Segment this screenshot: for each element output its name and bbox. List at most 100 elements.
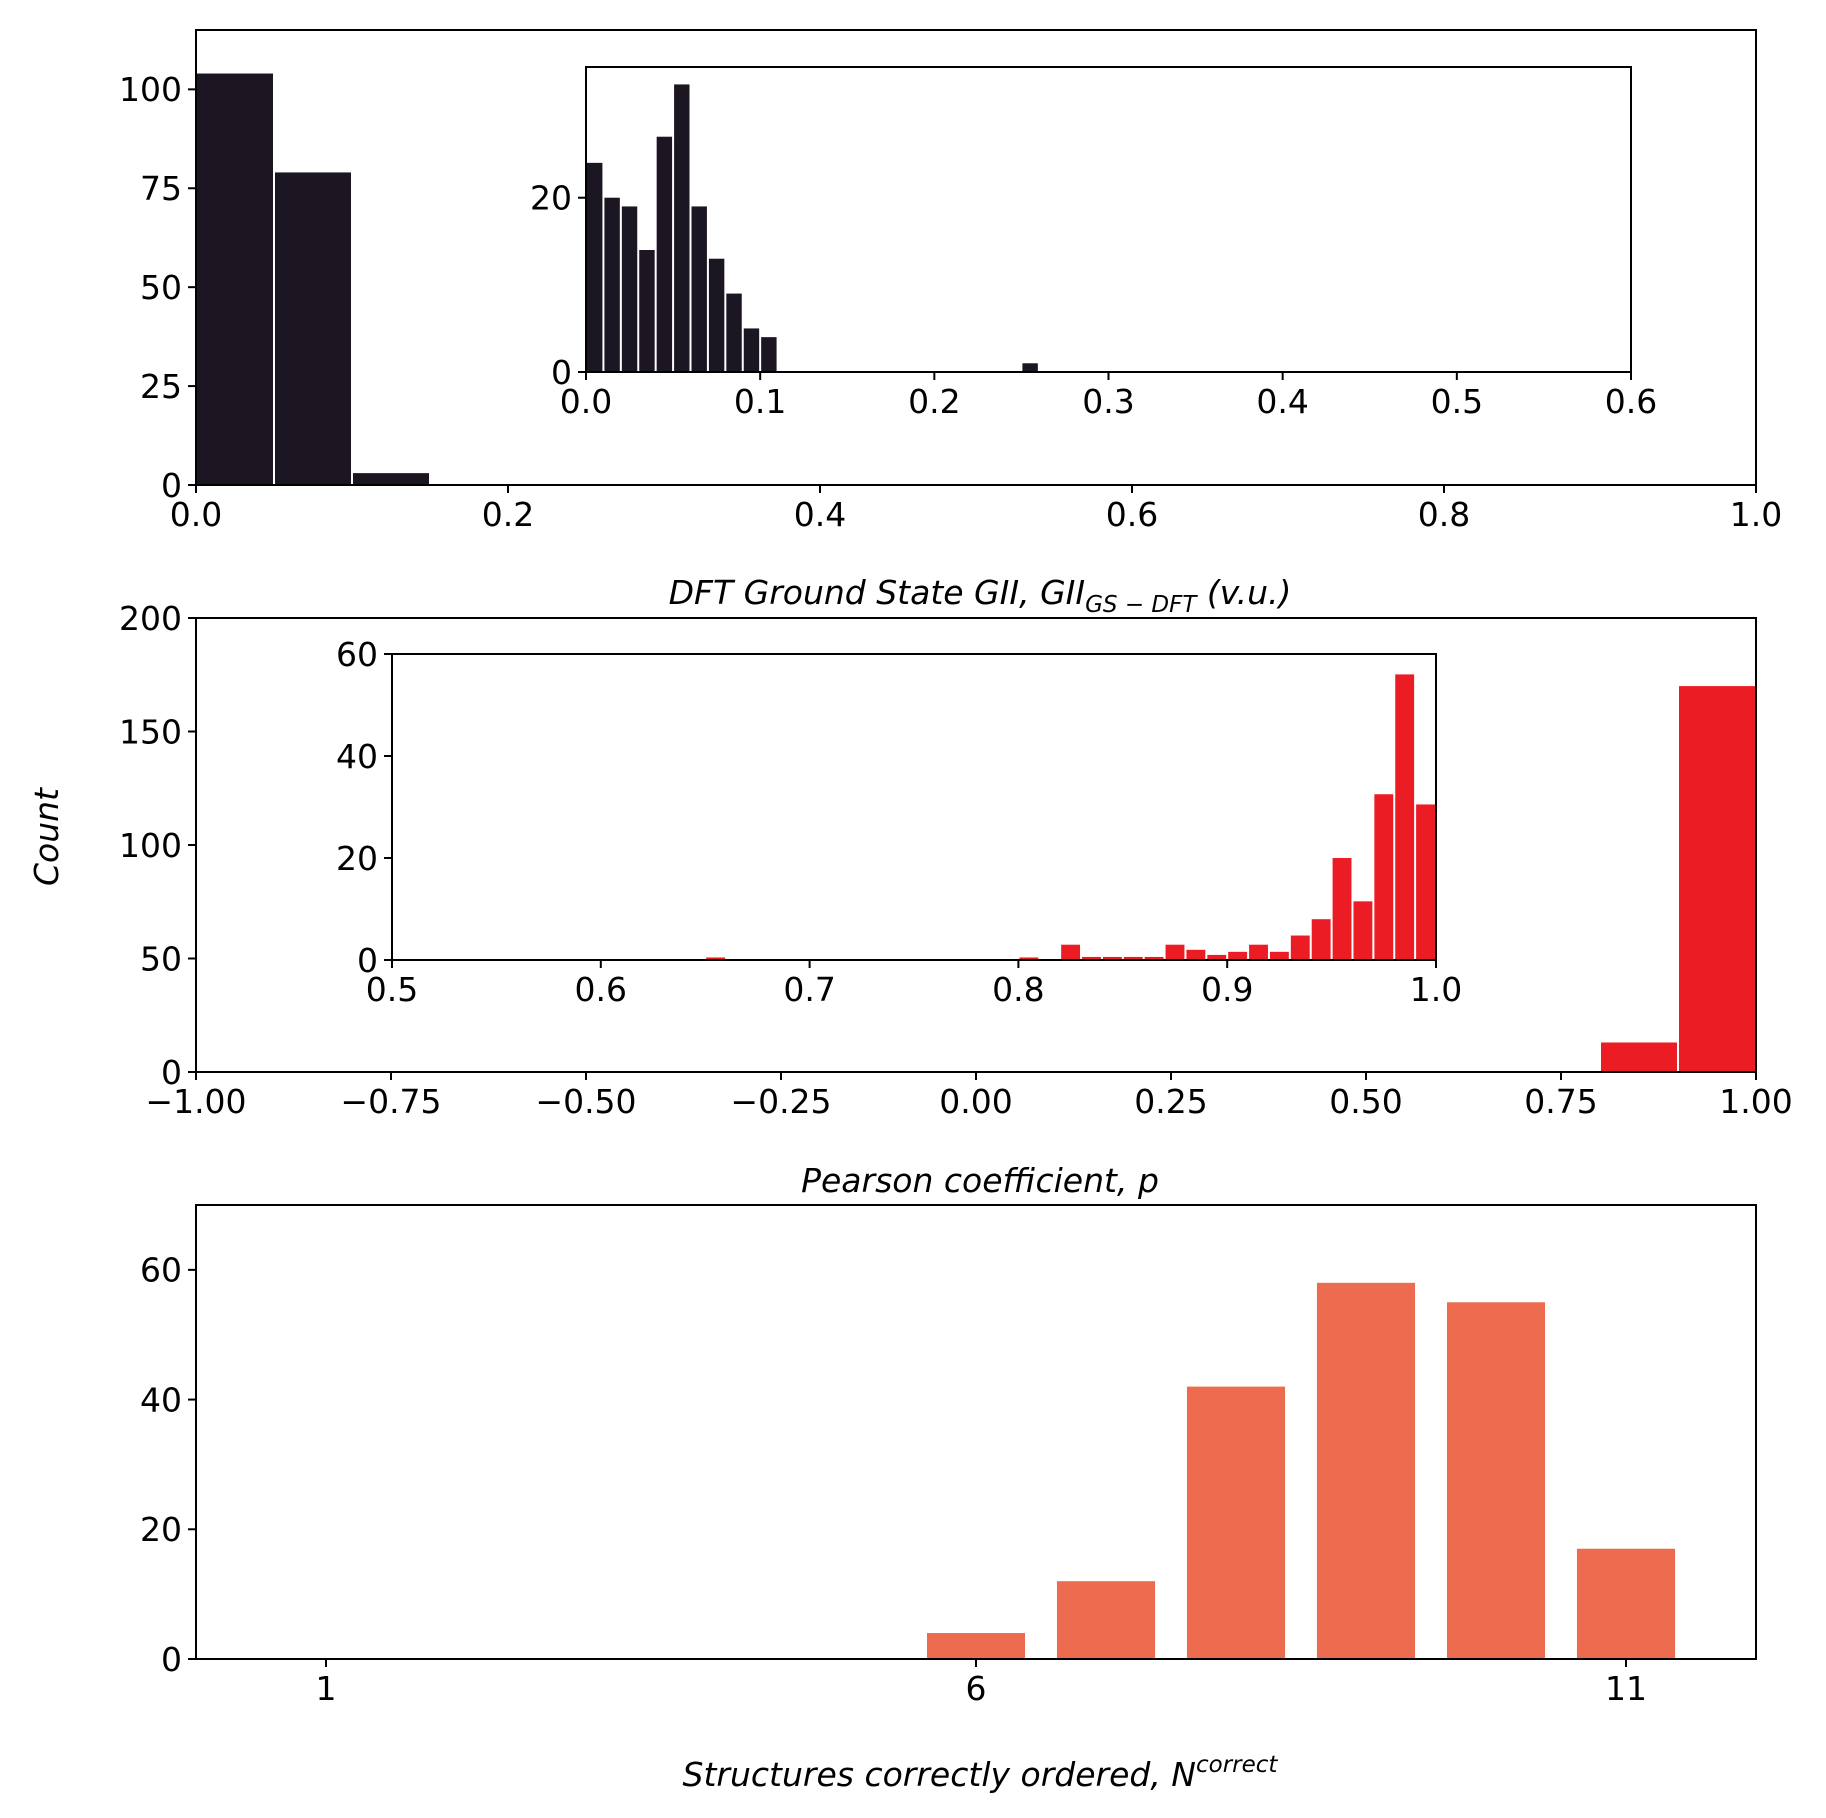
gii-main-axes: 0.0 0.2 0.4 0.6 0.8 1.0 0 25 50 75 100 [119,29,1782,534]
y-axis-label: Count [27,787,66,886]
ordered-main-xtick-label: 1 [316,1669,337,1708]
gii-inset-xtick-label: 0.0 [560,382,612,421]
pearson-main-xtick-label: 0.50 [1329,1082,1402,1121]
gii-inset-xtick-label: 0.5 [1431,382,1483,421]
pearson-main-bar [1601,1042,1677,1072]
gii-inset-bar [639,250,655,372]
pearson-inset-xtick-label: 1.0 [1410,970,1462,1009]
pearson-main-xtick-label: −0.25 [730,1082,831,1121]
pearson-inset-bar [706,957,726,960]
gii-inset-bar [708,258,725,372]
ordered-main-bar [1446,1302,1546,1659]
pearson-main-ytick-label: 100 [119,826,182,865]
pearson-inset-bar [1416,804,1435,960]
gii-main-xtick-label: 0.6 [1106,495,1158,534]
ordered-main-ytick-label: 0 [161,1640,182,1679]
pearson-inset-xtick-label: 0.9 [1201,970,1253,1009]
pearson-inset-axes: 0.5 0.6 0.7 0.8 0.9 1.0 0 20 40 60 [336,635,1462,1009]
gii-inset-bar [587,162,603,372]
pearson-inset-bar [1228,951,1248,960]
gii-inset-bar [1022,363,1038,372]
pearson-main-ytick-label: 0 [161,1053,182,1092]
gii-inset-xtick-label: 0.1 [734,382,786,421]
panel-ordered: 1 6 11 0 20 40 60 Structures correctly ordered… [140,1204,1757,1794]
pearson-inset-bar [1102,956,1122,960]
ordered-main-bar [1056,1581,1156,1659]
ordered-main-bar [1316,1282,1416,1659]
gii-inset-bar [726,293,742,372]
ordered-main-bar [926,1633,1026,1659]
pearson-inset-bar [1207,954,1227,960]
pearson-main-bar [1679,686,1755,1072]
ordered-main-axes: 1 6 11 0 20 40 60 [140,1204,1757,1708]
gii-main-bar [353,473,429,485]
gii-inset-axes: 0.0 0.1 0.2 0.3 0.4 0.5 0.6 0 20 [530,66,1657,421]
pearson-main-xtick-label: 0.25 [1134,1082,1207,1121]
pearson-inset-bar [1019,957,1039,960]
pearson-inset-bar [1353,901,1373,960]
gii-main-bar [197,73,273,486]
pearson-inset-ytick-label: 40 [336,737,378,776]
gii-x-axis-label: DFT Ground State GII, GIIGS − DFT (v.u.) [669,573,1292,618]
pearson-inset-ytick-label: 60 [336,635,378,674]
gii-main-xtick-label: 0.0 [170,495,222,534]
gii-main-frame [195,29,1757,486]
ordered-main-ytick-label: 60 [140,1251,182,1290]
pearson-main-xtick-label: −0.75 [340,1082,441,1121]
gii-inset-xtick-label: 0.2 [908,382,960,421]
ordered-main-bar [1186,1386,1286,1659]
pearson-inset-xtick-label: 0.8 [992,970,1044,1009]
gii-main-ytick-label: 50 [140,268,182,307]
ordered-main-xtick-label: 11 [1605,1669,1647,1708]
pearson-inset-bar [1374,794,1394,960]
gii-main-xtick-label: 1.0 [1730,495,1782,534]
gii-inset-xtick-label: 0.4 [1256,382,1308,421]
pearson-inset-xtick-label: 0.7 [783,970,835,1009]
pearson-inset-ytick-label: 0 [357,941,378,980]
pearson-main-axes: −1.00 −0.75 −0.50 −0.25 0.00 0.25 0.50 0.75 1.00… [119,599,1793,1121]
gii-main-bar [275,172,351,485]
pearson-inset-xtick-label: 0.5 [366,970,418,1009]
gii-inset-bar [656,136,673,372]
gii-inset-bar [621,206,638,372]
pearson-main-ytick-label: 50 [140,939,182,978]
gii-inset-ytick-label: 20 [530,179,572,218]
gii-inset-frame [585,66,1632,373]
gii-inset-ytick-label: 0 [551,353,572,392]
gii-main-ytick-label: 75 [140,169,182,208]
gii-main-ytick-label: 100 [119,70,182,109]
pearson-inset-frame [391,653,1437,961]
pearson-inset-bar [1165,944,1185,960]
pearson-main-xtick-label: 1.00 [1719,1082,1792,1121]
pearson-main-ytick-label: 150 [119,712,182,751]
pearson-inset-bar [1395,674,1415,960]
pearson-inset-bar [1186,949,1206,960]
ordered-main-ytick-label: 40 [140,1380,182,1419]
pearson-inset-bar [1249,944,1268,960]
ordered-main-bar [1576,1548,1676,1659]
gii-inset-xtick-label: 0.6 [1605,382,1657,421]
pearson-main-xtick-label: −1.00 [145,1082,246,1121]
pearson-inset-ytick-label: 20 [336,839,378,878]
pearson-inset-bar [1144,956,1164,960]
ordered-main-ytick-label: 20 [140,1510,182,1549]
gii-inset-bar [691,206,707,372]
pearson-inset-bar [1269,951,1289,960]
pearson-inset-bar [1332,858,1352,960]
gii-inset-bar [743,328,760,372]
pearson-main-xtick-label: 0.75 [1524,1082,1597,1121]
pearson-inset-bar [1061,944,1081,960]
gii-main-xtick-label: 0.2 [482,495,534,534]
gii-inset-bar [674,84,690,372]
pearson-inset-bar [1123,956,1143,960]
pearson-inset-bar [1082,956,1101,960]
pearson-main-frame [195,617,1757,1073]
gii-main-xtick-label: 0.4 [794,495,846,534]
gii-main-ytick-label: 25 [140,367,182,406]
gii-main-ytick-label: 0 [161,466,182,505]
gii-main-xtick-label: 0.8 [1418,495,1470,534]
gii-inset-bar [604,197,620,372]
pearson-x-axis-label: Pearson coefficient, p [801,1161,1159,1200]
